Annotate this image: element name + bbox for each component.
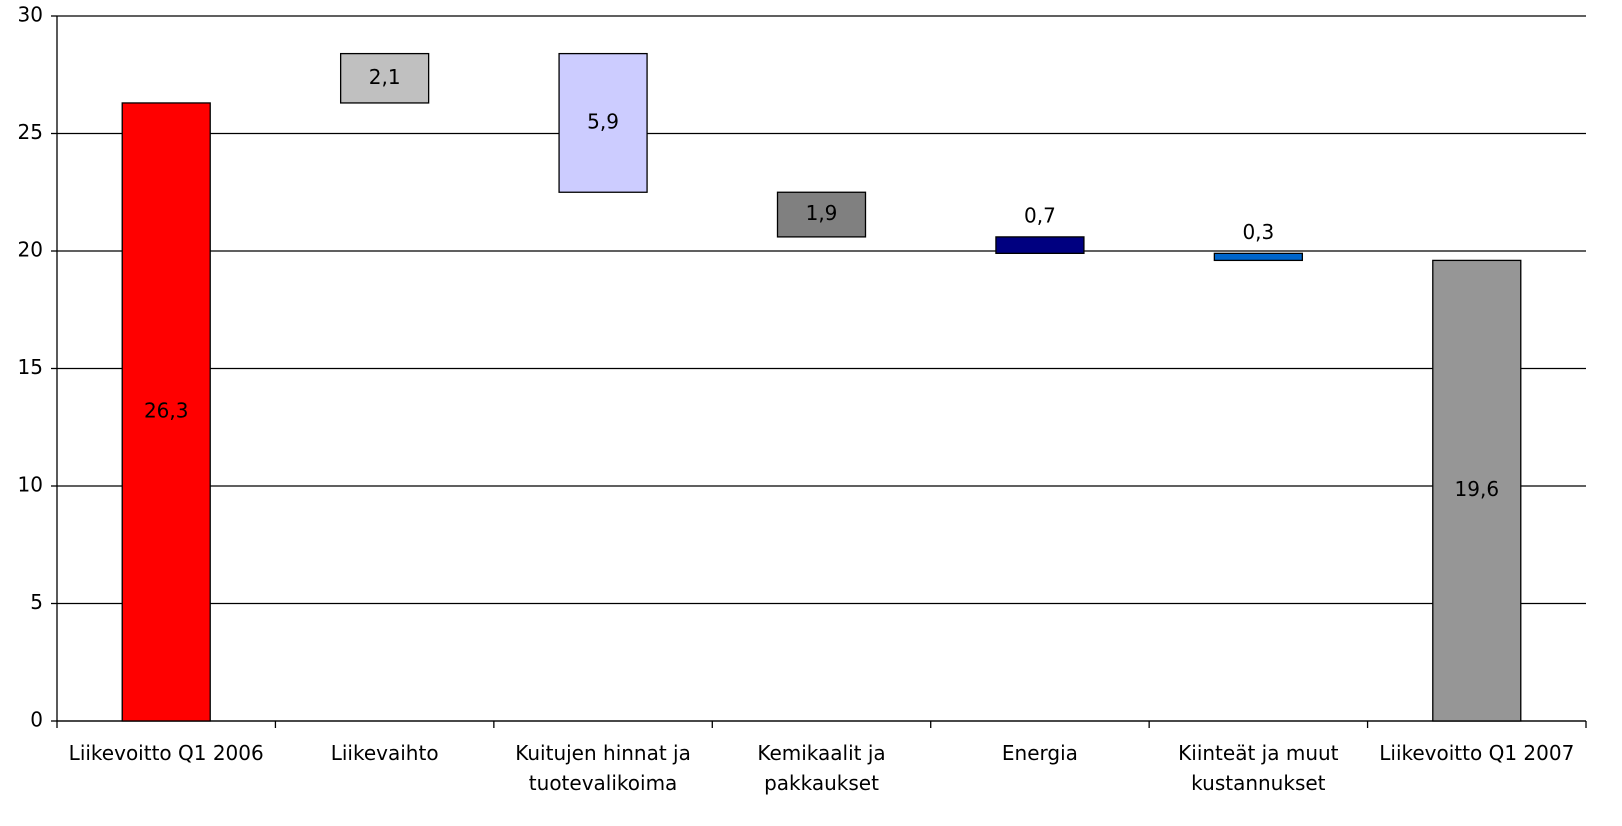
bar <box>995 236 1085 254</box>
data-label: 5,9 <box>587 109 619 133</box>
data-label: 0,3 <box>1242 220 1274 244</box>
x-tick-label: Kemikaalit ja pakkaukset <box>757 741 886 795</box>
x-tick-label: Kuitujen hinnat ja tuotevalikoima <box>515 741 691 795</box>
data-label: 0,7 <box>1024 203 1056 227</box>
y-tick-label: 5 <box>30 590 43 614</box>
data-label: 1,9 <box>806 201 838 225</box>
x-tick-label: Liikevaihto <box>330 741 439 765</box>
y-tick-label: 10 <box>18 473 43 497</box>
x-tick-label: Kiinteät ja muut kustannukset <box>1178 741 1339 795</box>
x-tick-label: Liikevoitto Q1 2007 <box>1379 741 1575 765</box>
y-tick-label: 20 <box>18 238 43 262</box>
bar <box>1432 259 1522 722</box>
bar <box>558 52 648 193</box>
bar <box>121 102 211 722</box>
data-label: 19,6 <box>1455 477 1500 501</box>
y-tick-label: 30 <box>18 3 43 27</box>
bar <box>1213 252 1304 262</box>
x-tick-label: Energia <box>1001 741 1078 765</box>
x-tick-label: Liikevoitto Q1 2006 <box>68 741 264 765</box>
y-tick-label: 25 <box>18 120 43 144</box>
y-tick-label: 0 <box>30 708 43 732</box>
data-label: 26,3 <box>144 398 189 422</box>
data-label: 2,1 <box>369 65 401 89</box>
bar <box>776 191 867 238</box>
y-tick-label: 15 <box>18 355 43 379</box>
bar <box>339 52 430 104</box>
